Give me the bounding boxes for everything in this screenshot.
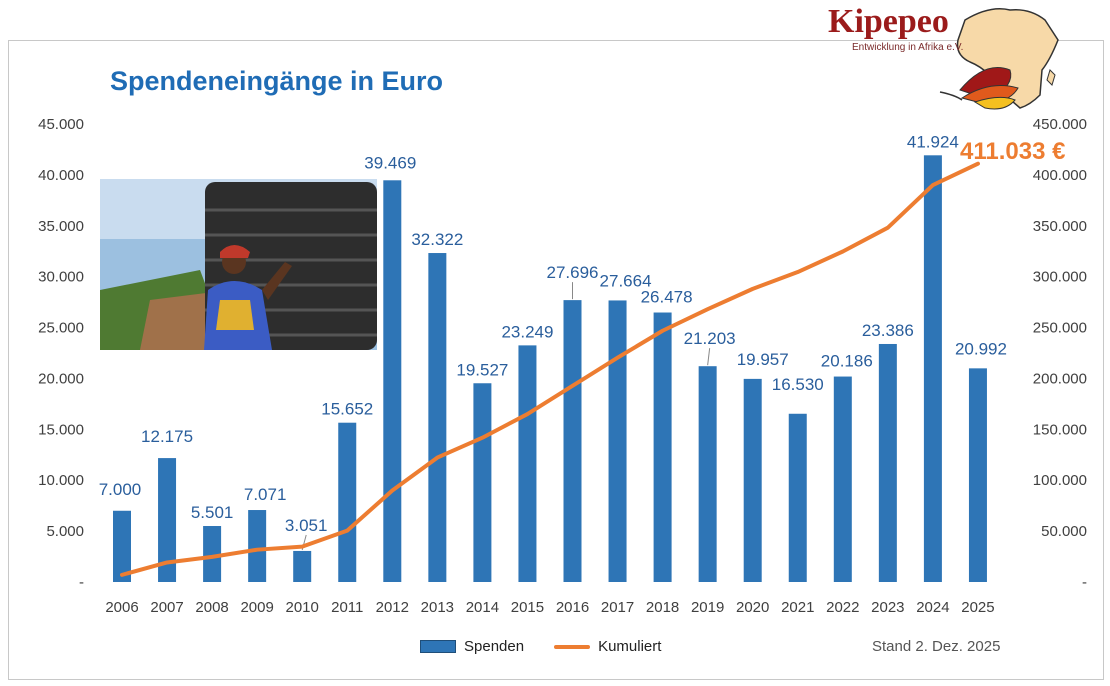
right-axis-tick: 450.000 [1033, 116, 1087, 133]
left-axis-tick: 15.000 [38, 421, 84, 438]
total-label: 411.033 € [960, 138, 1065, 165]
right-axis-tick: 300.000 [1033, 269, 1087, 286]
kumuliert-line [120, 161, 980, 577]
bar-data-label-2021: 16.530 [772, 375, 824, 394]
x-axis-tick: 2021 [781, 599, 814, 616]
x-axis-tick: 2016 [556, 599, 589, 616]
bar-2018 [653, 312, 672, 582]
x-axis-tick: 2017 [601, 599, 634, 616]
right-axis-tick: 250.000 [1033, 320, 1087, 337]
bar-data-label-2022: 20.186 [821, 352, 873, 371]
bar-2009 [248, 510, 267, 582]
bar-data-label-2017: 27.664 [600, 271, 652, 290]
bar-data-label-2025: 20.992 [955, 339, 1007, 358]
chart-title: Spendeneingänge in Euro [110, 66, 444, 96]
left-axis-tick: 20.000 [38, 370, 84, 387]
legend-swatch-kumuliert [554, 644, 591, 649]
stand-date: Stand 2. Dez. 2025 [872, 638, 1001, 655]
right-axis-tick: - [1082, 574, 1087, 591]
bar-2019 [698, 366, 717, 582]
x-axis-tick: 2006 [105, 599, 138, 616]
bar-data-label-2024: 41.924 [907, 132, 959, 151]
bar-2013 [428, 253, 447, 582]
bar-2022 [833, 376, 852, 582]
bar-2020 [743, 378, 762, 582]
legend-label-kumuliert: Kumuliert [598, 638, 662, 655]
bar-2007 [158, 458, 177, 582]
left-axis-tick: 45.000 [38, 116, 84, 133]
x-axis-tick: 2012 [376, 599, 409, 616]
bar-2021 [788, 413, 807, 582]
right-axis-tick: 50.000 [1041, 523, 1087, 540]
bar-data-label-2020: 19.957 [737, 350, 789, 369]
left-axis-tick: 30.000 [38, 269, 84, 286]
bar-2025 [968, 368, 987, 582]
left-axis-tick: 35.000 [38, 218, 84, 235]
bar-data-label-2023: 23.386 [862, 321, 914, 340]
x-axis-tick: 2023 [871, 599, 904, 616]
x-axis-tick: 2014 [466, 599, 499, 616]
bar-data-label-2012: 39.469 [364, 153, 416, 172]
right-axis-tick: 350.000 [1033, 218, 1087, 235]
left-axis-tick: 10.000 [38, 472, 84, 489]
bar-2017 [608, 300, 627, 582]
bar-2023 [878, 343, 897, 582]
x-axis-tick: 2008 [195, 599, 228, 616]
x-axis-tick: 2019 [691, 599, 724, 616]
bar-2016 [563, 300, 582, 582]
leader-line-2019 [707, 348, 711, 366]
x-axis-tick: 2025 [961, 599, 994, 616]
x-axis-tick: 2022 [826, 599, 859, 616]
legend: Spenden Kumuliert [420, 638, 661, 655]
bar-data-label-2014: 19.527 [456, 360, 508, 379]
x-axis-tick: 2009 [240, 599, 273, 616]
bar-2015 [518, 345, 537, 582]
left-axis-tick: 25.000 [38, 320, 84, 337]
bar-data-label-2009: 7.071 [244, 485, 287, 504]
bar-data-label-2018: 26.478 [641, 288, 693, 307]
x-axis-tick: 2013 [421, 599, 454, 616]
legend-label-spenden: Spenden [464, 638, 525, 655]
bar-2008 [203, 526, 222, 582]
bar-2011 [338, 422, 357, 582]
bar-2012 [383, 180, 402, 583]
x-axis-tick: 2010 [286, 599, 319, 616]
bar-data-label-2008: 5.501 [191, 503, 234, 522]
bar-data-label-2013: 32.322 [411, 230, 463, 249]
bar-data-label-2007: 12.175 [141, 427, 193, 446]
bar-data-label-2016: 27.696 [547, 263, 599, 282]
bar-2014 [473, 383, 492, 582]
bar-data-label-2019: 21.203 [684, 329, 736, 348]
right-axis-tick: 200.000 [1033, 370, 1087, 387]
right-axis-tick: 400.000 [1033, 167, 1087, 184]
right-axis-tick: 150.000 [1033, 421, 1087, 438]
x-axis-tick: 2007 [150, 599, 183, 616]
photo-woman-water-tank [100, 179, 377, 350]
bar-2006 [113, 510, 131, 582]
left-axis-tick: - [79, 574, 84, 591]
x-axis-tick: 2024 [916, 599, 949, 616]
legend-swatch-spenden [420, 640, 456, 653]
bar-data-label-2011: 15.652 [321, 400, 373, 419]
right-axis-tick: 100.000 [1033, 472, 1087, 489]
bar-data-label-2006: 7.000 [99, 480, 142, 499]
logo-wordmark: Kipepeo [828, 3, 949, 40]
x-axis-tick: 2015 [511, 599, 544, 616]
x-axis-tick: 2018 [646, 599, 679, 616]
left-axis-tick: 40.000 [38, 167, 84, 184]
x-axis-tick: 2020 [736, 599, 769, 616]
bar-data-label-2010: 3.051 [285, 516, 328, 535]
bar-data-label-2015: 23.249 [501, 322, 553, 341]
left-axis-tick: 5.000 [46, 523, 84, 540]
logo-tagline: Entwicklung in Afrika e.V. [852, 42, 963, 53]
bar-2024 [923, 155, 942, 583]
chart-frame [8, 40, 1104, 680]
kipepeo-logo: Kipepeo Entwicklung in Afrika e.V. [828, 3, 1059, 110]
bar-2010 [293, 550, 312, 582]
x-axis-tick: 2011 [331, 599, 363, 616]
